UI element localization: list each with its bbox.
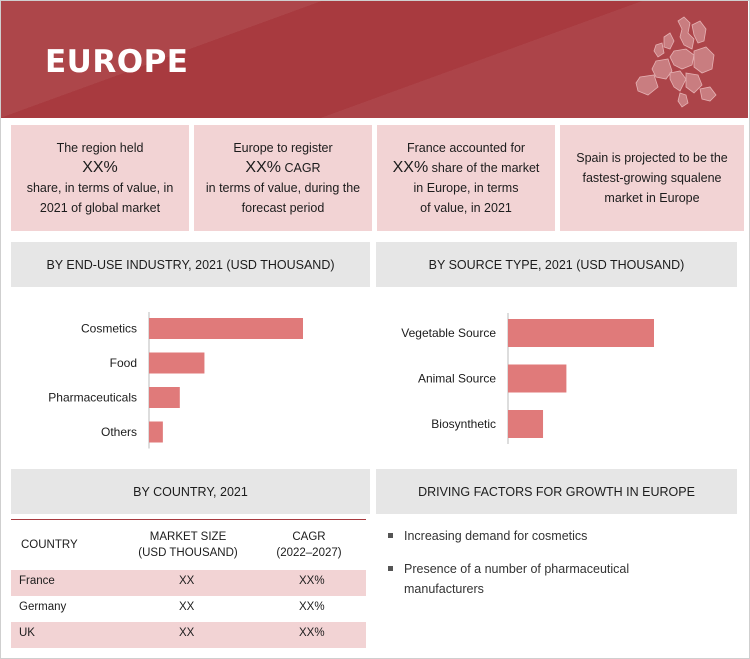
category-label: Vegetable Source (401, 326, 496, 340)
summary-value-suffix: CAGR (280, 161, 321, 175)
summary-value-number: XX% (392, 159, 429, 176)
table-row: UK XX XX% (11, 622, 366, 648)
section-drivers-header: DRIVING FACTORS FOR GROWTH IN EUROPE (376, 469, 737, 514)
summary-line: Europe to register (233, 141, 333, 155)
col-market-size-line1: MARKET SIZE (149, 531, 227, 543)
cell-country: France (19, 575, 55, 587)
table-header: COUNTRY MARKET SIZE (USD THOUSAND) CAGR … (11, 519, 366, 570)
category-label: Biosynthetic (431, 417, 496, 431)
summary-value: XX% (82, 158, 118, 178)
driver-text: Presence of a number of pharmaceutical m… (404, 562, 630, 596)
square-bullet-icon (388, 533, 393, 538)
col-country: COUNTRY (21, 539, 78, 551)
source-chart-svg: Vegetable Source Animal Source Biosyntheti… (401, 313, 654, 444)
europe-map-icon (635, 16, 717, 108)
col-cagr-line1: CAGR (292, 531, 326, 543)
drivers-list: Increasing demand for cosmetics Presence… (388, 526, 738, 612)
category-label: Food (110, 356, 137, 370)
summary-line: fastest-growing squalene (582, 171, 722, 185)
driver-text: Increasing demand for cosmetics (404, 529, 588, 543)
cell-size: XX (179, 601, 195, 613)
summary-box-france: France accounted for XX% share of the ma… (377, 125, 555, 231)
list-item: Increasing demand for cosmetics (388, 526, 738, 546)
section-country-header: BY COUNTRY, 2021 (11, 469, 370, 514)
cell-cagr: XX% (299, 601, 325, 613)
end-use-chart: Cosmetics Food Pharmaceuticals Others (11, 300, 366, 455)
bar-cosmetics (149, 318, 303, 339)
cell-country: UK (19, 627, 35, 639)
section-end-use-header: BY END-USE INDUSTRY, 2021 (USD THOUSAND) (11, 242, 370, 287)
list-item: Presence of a number of pharmaceutical m… (388, 559, 648, 599)
summary-line: France accounted for (406, 141, 526, 155)
end-use-chart-svg: Cosmetics Food Pharmaceuticals Others (48, 312, 303, 449)
cell-size: XX (179, 575, 195, 587)
summary-value-number: XX% (82, 159, 118, 176)
summary-line: market in Europe (604, 191, 700, 205)
summary-box-share: The region held XX% share, in terms of v… (11, 125, 189, 231)
category-label: Pharmaceuticals (48, 391, 137, 405)
source-chart: Vegetable Source Animal Source Biosyntheti… (376, 300, 737, 455)
category-label: Animal Source (418, 372, 496, 386)
summary-line: in Europe, in terms (413, 181, 519, 195)
header-pattern (1, 1, 748, 118)
section-source-header: BY SOURCE TYPE, 2021 (USD THOUSAND) (376, 242, 737, 287)
summary-line: Spain is projected to be the (576, 151, 728, 165)
bar-vegetable-source (508, 319, 654, 347)
cell-size: XX (179, 627, 195, 639)
header-banner: EUROPE (1, 1, 748, 118)
summary-line: The region held (56, 141, 144, 155)
summary-value: XX% share of the market (393, 158, 540, 178)
page-title: EUROPE (45, 44, 189, 80)
col-market-size-line2: (USD THOUSAND) (138, 547, 238, 559)
bar-food (149, 352, 205, 374)
bar-animal-source (508, 364, 567, 393)
country-table: COUNTRY MARKET SIZE (USD THOUSAND) CAGR … (11, 519, 366, 648)
bar-biosynthetic (508, 410, 544, 438)
col-market-size: MARKET SIZE (USD THOUSAND) (133, 529, 243, 561)
table-row: France XX XX% (11, 570, 366, 596)
col-cagr: CAGR (2022–2027) (259, 529, 359, 561)
summary-boxes: The region held XX% share, in terms of v… (11, 125, 744, 231)
category-label: Others (101, 425, 137, 439)
summary-value-suffix: share of the market (428, 161, 540, 175)
summary-line: forecast period (241, 201, 325, 215)
summary-line: share, in terms of value, in (26, 181, 174, 195)
summary-value-number: XX% (245, 159, 281, 176)
table-row: Germany XX XX% (11, 596, 366, 622)
bar-pharmaceuticals (149, 387, 180, 408)
bar-others (149, 421, 163, 443)
summary-line: of value, in 2021 (420, 201, 512, 215)
summary-value: XX% CAGR (245, 158, 320, 178)
summary-box-spain: Spain is projected to be the fastest-gro… (560, 125, 744, 231)
cell-country: Germany (19, 601, 67, 613)
summary-box-cagr: Europe to register XX% CAGR in terms of … (194, 125, 372, 231)
summary-line: in terms of value, during the (205, 181, 361, 195)
col-cagr-line2: (2022–2027) (276, 547, 342, 559)
square-bullet-icon (388, 566, 393, 571)
summary-line: 2021 of global market (39, 201, 161, 215)
category-label: Cosmetics (81, 322, 137, 336)
cell-cagr: XX% (299, 627, 325, 639)
cell-cagr: XX% (299, 575, 325, 587)
